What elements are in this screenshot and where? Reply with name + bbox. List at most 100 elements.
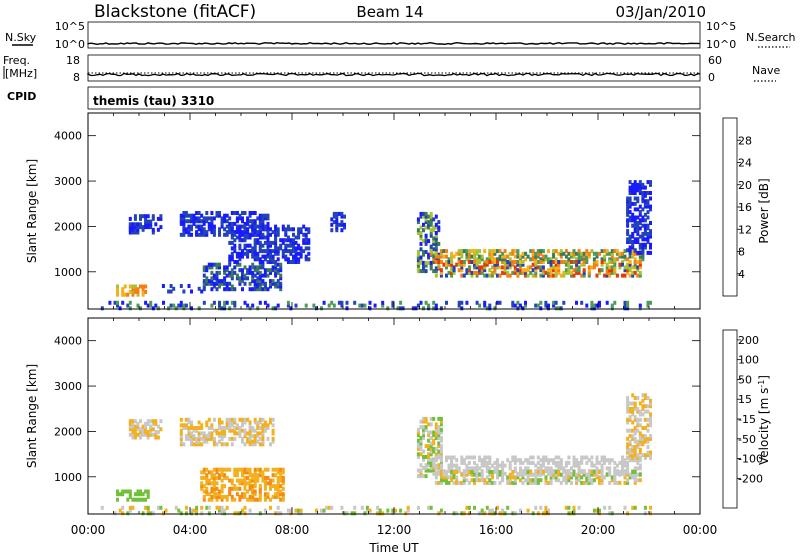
range-gate-cell xyxy=(223,265,227,270)
range-gate-cell xyxy=(646,409,650,414)
range-gate-cell xyxy=(442,475,446,480)
range-gate-cell xyxy=(623,249,627,254)
range-gate-cell xyxy=(376,505,380,510)
range-gate-cell xyxy=(646,404,650,409)
range-gate-cell xyxy=(462,475,466,480)
range-gate-cell xyxy=(223,426,227,430)
range-gate-cell xyxy=(585,478,589,483)
range-gate-cell xyxy=(470,249,474,254)
range-gate-cell xyxy=(218,300,221,305)
range-gate-cell xyxy=(557,463,561,468)
range-gate-cell xyxy=(235,486,239,491)
range-gate-cell xyxy=(210,265,214,270)
range-gate-cell xyxy=(641,185,645,190)
range-gate-cell xyxy=(623,460,627,465)
range-gate-cell xyxy=(434,269,438,274)
range-gate-cell xyxy=(536,249,540,254)
range-gate-cell xyxy=(276,467,280,472)
range-gate-cell xyxy=(220,216,224,221)
range-gate-cell xyxy=(503,260,507,264)
range-gate-cell xyxy=(223,494,227,499)
range-gate-cell xyxy=(605,249,609,254)
x-tick-label: 20:00 xyxy=(581,523,616,537)
cpid-strip: CPID themis (tau) 3310 xyxy=(7,86,701,110)
range-gate-cell xyxy=(233,303,237,308)
range-gate-cell xyxy=(636,182,640,187)
range-gate-cell xyxy=(276,511,280,516)
range-gate-cell xyxy=(230,211,234,215)
range-gate-cell xyxy=(136,230,140,235)
range-gate-cell xyxy=(279,492,283,497)
range-gate-cell xyxy=(419,471,423,476)
range-gate-cell xyxy=(638,478,642,483)
range-gate-cell xyxy=(202,232,206,237)
range-gate-cell xyxy=(643,201,647,206)
range-gate-cell xyxy=(582,257,586,262)
range-gate-cell xyxy=(149,300,153,305)
range-gate-cell xyxy=(228,420,232,425)
range-gate-cell xyxy=(144,497,148,502)
range-gate-cell xyxy=(488,478,492,483)
range-gate-cell xyxy=(638,270,642,275)
range-gate-cell xyxy=(531,254,535,259)
range-gate-cell xyxy=(220,442,224,447)
range-gate-cell xyxy=(613,475,617,480)
range-gate-cell xyxy=(488,480,492,485)
range-gate-cell xyxy=(299,508,303,513)
range-gate-cell xyxy=(373,303,377,308)
range-gate-cell xyxy=(225,213,229,218)
range-gate-cell xyxy=(246,254,250,259)
range-gate-cell xyxy=(258,470,262,475)
range-gate-cell xyxy=(136,421,140,426)
range-gate-cell xyxy=(190,426,193,430)
range-gate-cell xyxy=(246,431,250,436)
range-gate-cell xyxy=(600,458,604,463)
range-gate-cell xyxy=(485,257,489,262)
range-gate-cell xyxy=(649,300,652,305)
range-gate-cell xyxy=(603,460,607,465)
range-gate-cell xyxy=(631,240,635,244)
range-gate-cell xyxy=(197,306,201,311)
range-gate-cell xyxy=(643,439,647,444)
range-gate-cell xyxy=(531,262,535,267)
range-gate-cell xyxy=(600,478,604,483)
range-gate-cell xyxy=(638,412,642,417)
range-gate-cell xyxy=(557,262,561,267)
range-gate-cell xyxy=(256,216,260,221)
range-gate-cell xyxy=(465,251,469,256)
range-gate-cell xyxy=(547,270,550,275)
range-gate-cell xyxy=(416,231,420,235)
range-gate-cell xyxy=(488,249,492,254)
range-gate-cell xyxy=(493,260,497,264)
range-gate-cell xyxy=(501,254,505,259)
range-gate-cell xyxy=(511,270,515,275)
range-gate-cell xyxy=(649,204,652,209)
range-gate-cell xyxy=(253,442,257,447)
range-gate-cell xyxy=(590,300,594,305)
range-gate-cell xyxy=(646,226,650,231)
range-gate-cell xyxy=(258,300,262,305)
range-gate-cell xyxy=(638,218,642,223)
range-gate-cell xyxy=(261,235,265,240)
range-gate-cell xyxy=(266,235,270,240)
range-gate-cell xyxy=(212,489,216,494)
range-gate-cell xyxy=(220,470,224,475)
range-gate-cell xyxy=(511,300,515,305)
range-gate-cell xyxy=(531,273,535,278)
range-gate-cell xyxy=(615,480,619,485)
range-gate-cell xyxy=(230,273,234,278)
range-gate-cell xyxy=(559,458,563,463)
range-gate-cell xyxy=(159,225,163,230)
range-gate-cell xyxy=(483,300,487,305)
range-gate-cell xyxy=(416,258,420,263)
range-gate-cell xyxy=(261,436,265,441)
range-gate-cell xyxy=(179,219,183,224)
range-gate-cell xyxy=(633,240,637,244)
range-gate-cell xyxy=(279,511,283,516)
range-gate-cell xyxy=(241,467,244,472)
range-gate-cell xyxy=(646,201,650,206)
range-gate-cell xyxy=(432,465,436,470)
range-gate-cell xyxy=(269,497,272,502)
range-gate-cell xyxy=(462,478,466,483)
range-gate-cell xyxy=(241,276,244,281)
